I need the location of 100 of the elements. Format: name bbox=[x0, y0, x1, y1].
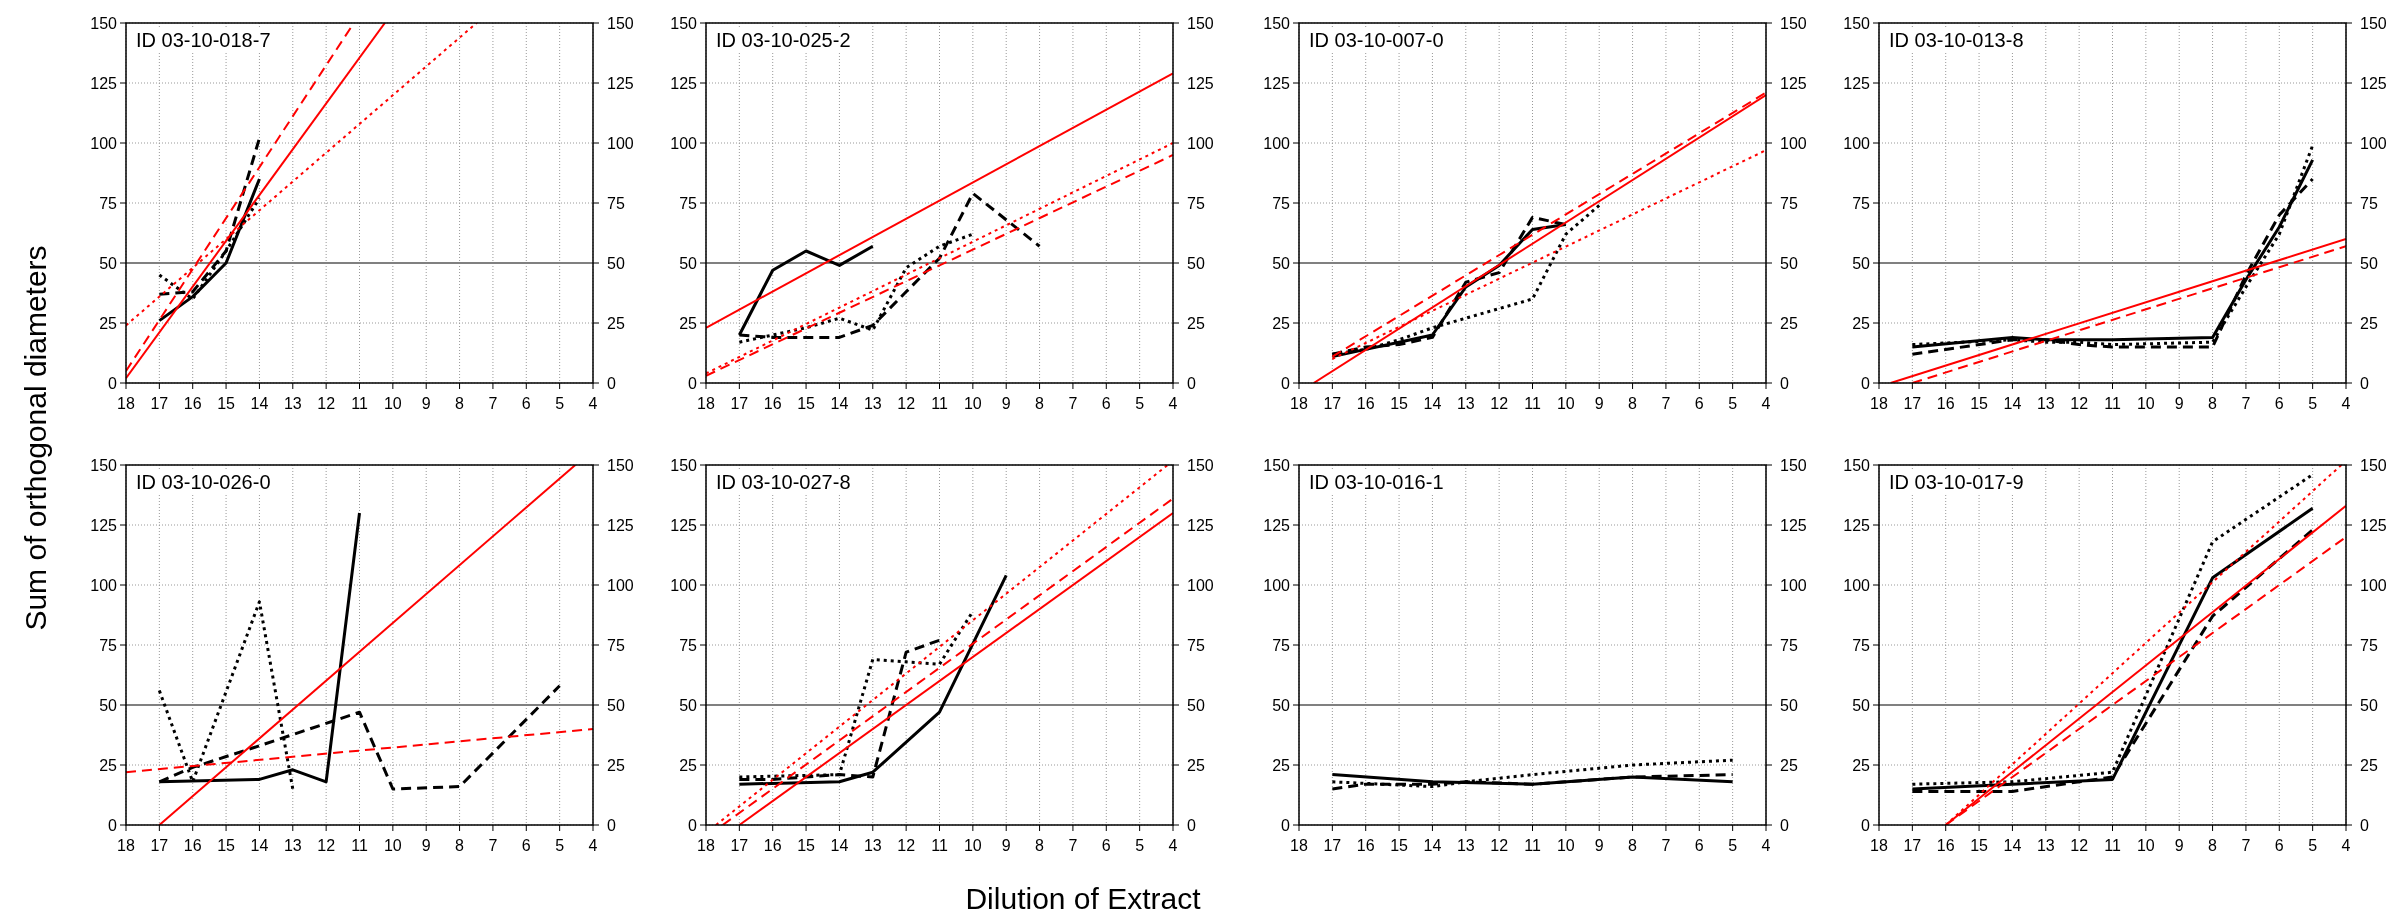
x-tick-label: 4 bbox=[588, 837, 598, 854]
chart-title: ID 03-10-017-9 bbox=[1889, 471, 2024, 493]
x-tick-label: 6 bbox=[2274, 395, 2284, 412]
x-tick-label: 5 bbox=[1728, 837, 1738, 854]
x-tick-label: 18 bbox=[1870, 395, 1888, 412]
x-tick-label: 4 bbox=[1168, 837, 1178, 854]
y-tick-label: 25 bbox=[99, 314, 118, 332]
y-tick-label: 75 bbox=[679, 636, 698, 654]
x-tick-label: 8 bbox=[455, 395, 465, 412]
y-tick-label: 125 bbox=[670, 74, 698, 92]
x-tick-label: 15 bbox=[1970, 837, 1989, 854]
y2-tick-label: 50 bbox=[1780, 254, 1798, 272]
x-tick-label: 15 bbox=[1390, 837, 1409, 854]
x-tick-label: 14 bbox=[830, 837, 849, 854]
x-tick-label: 5 bbox=[1135, 837, 1145, 854]
y2-tick-label: 125 bbox=[1780, 74, 1807, 92]
x-tick-label: 7 bbox=[2241, 395, 2251, 412]
x-tick-label: 8 bbox=[1628, 837, 1638, 854]
x-tick-label: 9 bbox=[1001, 395, 1011, 412]
y2-tick-label: 50 bbox=[607, 696, 625, 714]
y2-tick-label: 125 bbox=[2360, 516, 2387, 534]
y-tick-label: 100 bbox=[1263, 134, 1291, 152]
x-tick-label: 12 bbox=[897, 837, 916, 854]
x-tick-label: 18 bbox=[117, 395, 135, 412]
y-tick-label: 100 bbox=[90, 134, 118, 152]
x-tick-label: 6 bbox=[521, 395, 531, 412]
y-tick-label: 125 bbox=[1843, 516, 1871, 534]
y2-tick-label: 25 bbox=[607, 756, 625, 774]
y-tick-label: 25 bbox=[99, 756, 118, 774]
x-tick-label: 7 bbox=[1068, 837, 1078, 854]
y2-tick-label: 125 bbox=[1187, 74, 1214, 92]
x-tick-label: 5 bbox=[2308, 837, 2318, 854]
x-tick-label: 8 bbox=[455, 837, 465, 854]
y2-tick-label: 50 bbox=[1187, 254, 1205, 272]
chart-title: ID 03-10-025-2 bbox=[716, 29, 851, 51]
y-tick-label: 50 bbox=[679, 254, 698, 272]
x-tick-label: 16 bbox=[1936, 395, 1955, 412]
y-tick-label: 0 bbox=[108, 374, 118, 392]
x-tick-label: 10 bbox=[1556, 837, 1575, 854]
y2-tick-label: 75 bbox=[1187, 636, 1205, 654]
y2-tick-label: 25 bbox=[1780, 314, 1798, 332]
y2-tick-label: 25 bbox=[1780, 756, 1798, 774]
y2-tick-label: 75 bbox=[2360, 194, 2378, 212]
x-axis-title: Dilution of Extract bbox=[965, 882, 1202, 915]
x-tick-label: 11 bbox=[931, 395, 948, 412]
y-tick-label: 25 bbox=[1852, 756, 1871, 774]
y-tick-label: 0 bbox=[1861, 374, 1871, 392]
x-tick-label: 4 bbox=[1761, 837, 1771, 854]
y2-tick-label: 150 bbox=[607, 14, 634, 32]
y2-tick-label: 75 bbox=[2360, 636, 2378, 654]
x-tick-label: 5 bbox=[555, 837, 565, 854]
x-tick-label: 11 bbox=[351, 395, 368, 412]
y-tick-label: 150 bbox=[1843, 456, 1871, 474]
x-tick-label: 10 bbox=[1556, 395, 1575, 412]
x-tick-label: 14 bbox=[2003, 837, 2022, 854]
y2-tick-label: 25 bbox=[2360, 314, 2378, 332]
x-tick-label: 7 bbox=[2241, 837, 2251, 854]
x-tick-label: 13 bbox=[1456, 837, 1475, 854]
x-tick-label: 14 bbox=[1423, 837, 1442, 854]
chart-title: ID 03-10-007-0 bbox=[1309, 29, 1444, 51]
y-tick-label: 100 bbox=[1843, 576, 1871, 594]
y2-tick-label: 0 bbox=[2360, 374, 2369, 392]
y-tick-label: 150 bbox=[90, 456, 118, 474]
x-tick-label: 7 bbox=[1661, 395, 1671, 412]
y2-tick-label: 0 bbox=[1187, 816, 1196, 834]
y2-tick-label: 150 bbox=[2360, 456, 2387, 474]
y-tick-label: 50 bbox=[679, 696, 698, 714]
x-tick-label: 16 bbox=[1936, 837, 1955, 854]
y-tick-label: 100 bbox=[670, 134, 698, 152]
x-tick-label: 16 bbox=[183, 395, 202, 412]
y2-tick-label: 25 bbox=[2360, 756, 2378, 774]
y2-tick-label: 50 bbox=[2360, 696, 2378, 714]
chart-title: ID 03-10-027-8 bbox=[716, 471, 851, 493]
x-tick-label: 16 bbox=[1356, 837, 1375, 854]
y-tick-label: 50 bbox=[99, 696, 118, 714]
x-tick-label: 13 bbox=[2036, 395, 2055, 412]
y-tick-label: 125 bbox=[90, 516, 118, 534]
y-tick-label: 25 bbox=[679, 314, 698, 332]
y-tick-label: 100 bbox=[90, 576, 118, 594]
y2-tick-label: 100 bbox=[1187, 576, 1214, 594]
x-tick-label: 11 bbox=[1524, 395, 1541, 412]
y-tick-label: 125 bbox=[1263, 516, 1291, 534]
y2-tick-label: 150 bbox=[1780, 456, 1807, 474]
y-tick-label: 150 bbox=[90, 14, 118, 32]
x-tick-label: 9 bbox=[2174, 837, 2184, 854]
x-tick-label: 5 bbox=[1135, 395, 1145, 412]
x-tick-label: 10 bbox=[2136, 837, 2155, 854]
x-tick-label: 14 bbox=[830, 395, 849, 412]
y-tick-label: 150 bbox=[1263, 456, 1291, 474]
y2-tick-label: 125 bbox=[607, 516, 634, 534]
x-tick-label: 6 bbox=[2274, 837, 2284, 854]
y-tick-label: 75 bbox=[1852, 636, 1871, 654]
y-tick-label: 75 bbox=[679, 194, 698, 212]
y-tick-label: 100 bbox=[1843, 134, 1871, 152]
y2-tick-label: 75 bbox=[1187, 194, 1205, 212]
x-tick-label: 6 bbox=[521, 837, 531, 854]
y-tick-label: 0 bbox=[1281, 374, 1291, 392]
x-tick-label: 9 bbox=[1001, 837, 1011, 854]
y-tick-label: 25 bbox=[1272, 756, 1291, 774]
x-tick-label: 17 bbox=[1903, 837, 1922, 854]
